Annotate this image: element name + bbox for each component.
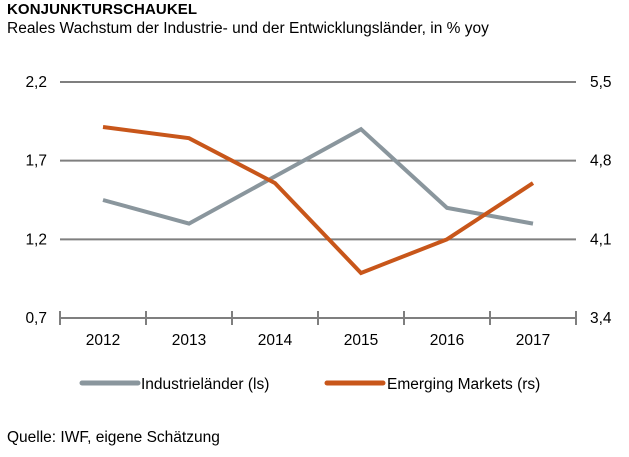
- chart-title: KONJUNKTURSCHAUKEL: [7, 1, 198, 18]
- series-line-industrielaender: [102, 126, 534, 226]
- series-line-emerging-markets: [102, 125, 535, 276]
- x-tick-label: 2014: [258, 332, 293, 349]
- x-tick-label: 2017: [516, 332, 550, 349]
- legend-label: Industrieländer (ls): [141, 376, 269, 393]
- x-tick-label: 2013: [172, 332, 206, 349]
- x-tick-label: 2016: [430, 332, 464, 349]
- chart-subtitle: Reales Wachstum der Industrie- und der E…: [7, 20, 489, 37]
- y-right-tick-label: 5,5: [590, 74, 612, 91]
- y-right-tick-label: 4,1: [590, 231, 612, 248]
- x-tick-label: 2012: [86, 332, 120, 349]
- y-left-tick-label: 1,7: [25, 153, 47, 170]
- y-left-tick-label: 2,2: [25, 74, 47, 91]
- legend-label: Emerging Markets (rs): [387, 376, 540, 393]
- source-note: Quelle: IWF, eigene Schätzung: [7, 429, 220, 446]
- x-tick-label: 2015: [344, 332, 378, 349]
- y-left-tick-label: 1,2: [25, 231, 47, 248]
- y-right-tick-label: 4,8: [590, 153, 612, 170]
- y-right-tick-label: 3,4: [590, 310, 612, 327]
- y-left-tick-label: 0,7: [25, 310, 47, 327]
